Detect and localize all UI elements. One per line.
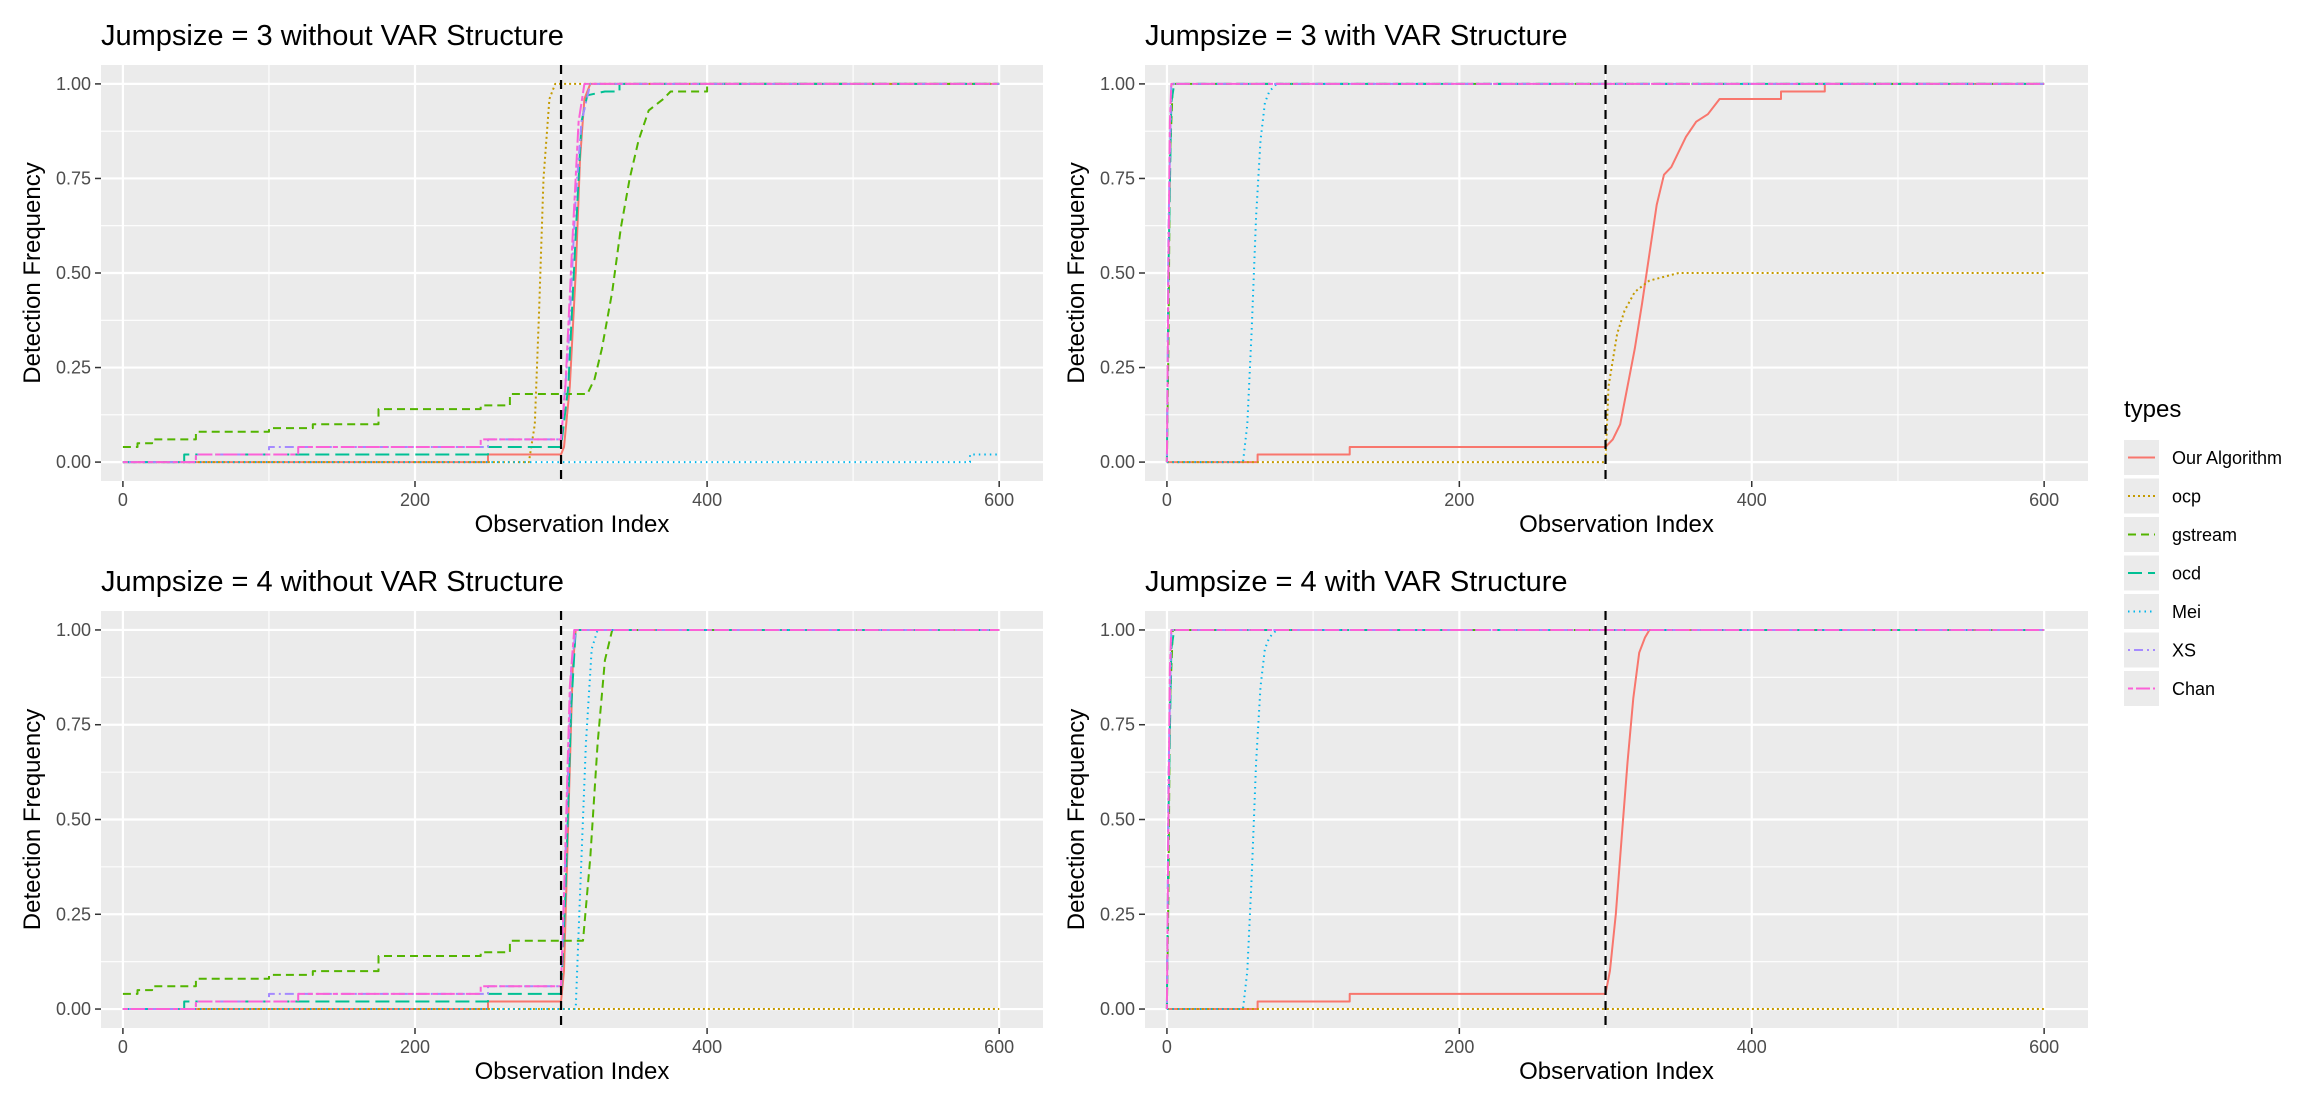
x-axis-label: Observation Index [1519,511,1714,538]
panel-title: Jumpsize = 3 with VAR Structure [1145,20,1568,52]
y-tick-label: 0.50 [56,263,91,283]
legend-keys: Our Algorithm ocp gstream ocd Mei XS Chan [2124,440,2282,706]
legend-key-background [2124,594,2159,629]
panel-jumpsize3-with-var: Jumpsize = 3 with VAR Structure 0.00 0.25… [1063,20,2088,538]
y-tick-label: 0.25 [1100,904,1135,924]
y-tick-label: 0.25 [56,358,91,378]
legend-label: ocd [2172,564,2201,584]
series-layer [1165,82,2045,464]
series-line-our-algorithm [1166,82,2045,464]
x-axis-ticks: 0 200 400 600 [118,481,1014,510]
y-tick-label: 0.75 [56,715,91,735]
x-axis-ticks: 0 200 400 600 [1162,481,2059,510]
series-line-ocp [1166,272,2045,464]
series-line-chan [1165,629,2045,1010]
x-tick-label: 400 [1737,1037,1767,1057]
x-axis-label: Observation Index [475,511,670,538]
y-tick-label: 0.00 [1100,452,1135,472]
y-axis-label: Detection Frequency [19,709,46,930]
legend-label: ocp [2172,487,2201,507]
y-tick-label: 0.50 [1100,263,1135,283]
legend-label: Our Algorithm [2172,448,2282,468]
y-axis-ticks: 0.00 0.25 0.50 0.75 1.00 [56,74,101,472]
x-axis-label: Observation Index [1519,1058,1714,1085]
legend-label: XS [2172,641,2196,661]
x-tick-label: 200 [400,490,430,510]
y-axis-label: Detection Frequency [19,162,46,383]
y-tick-label: 0.25 [56,904,91,924]
y-tick-label: 1.00 [56,620,91,640]
legend-title: types [2124,396,2181,423]
y-axis-ticks: 0.00 0.25 0.50 0.75 1.00 [1100,620,1145,1019]
x-tick-label: 0 [1162,490,1172,510]
y-tick-label: 0.75 [56,168,91,188]
panel-jumpsize4-without-var: Jumpsize = 4 without VAR Structure 0.000… [19,566,1043,1085]
legend-label: Mei [2172,602,2201,622]
y-axis-label: Detection Frequency [1063,709,1090,930]
series-line-ocd [122,629,1000,1010]
series-line-our-algorithm [1166,629,2045,1010]
y-tick-label: 0.25 [1100,358,1135,378]
x-axis-label: Observation Index [475,1058,670,1085]
legend: types Our Algorithm ocp gstream ocd Mei XS Cha… [2124,396,2282,706]
panel-jumpsize4-with-var: Jumpsize = 4 with VAR Structure 0.00 0.25… [1063,566,2088,1085]
y-tick-label: 0.00 [56,999,91,1019]
legend-label: gstream [2172,525,2237,545]
x-tick-label: 0 [118,490,128,510]
x-axis-ticks: 0 200 400 600 [1162,1028,2059,1057]
y-tick-label: 0.75 [1100,168,1135,188]
series-line-our-algorithm [122,82,1000,464]
x-tick-label: 0 [118,1037,128,1057]
series-line-mei [122,453,1000,464]
series-line-gstream [122,629,1000,995]
y-tick-label: 0.75 [1100,715,1135,735]
series-line-chan [122,629,1000,1010]
x-tick-label: 200 [1444,1037,1474,1057]
x-tick-label: 600 [984,1037,1014,1057]
series-line-gstream [122,82,1000,448]
x-tick-label: 400 [692,1037,722,1057]
y-tick-label: 1.00 [1100,74,1135,94]
x-axis-ticks: 0 200 400 600 [118,1028,1014,1057]
x-tick-label: 0 [1162,1037,1172,1057]
gridlines [1145,65,2088,481]
legend-label: Chan [2172,679,2215,699]
series-line-chan [1165,82,2045,463]
y-axis-ticks: 0.00 0.25 0.50 0.75 1.00 [56,620,101,1019]
x-tick-label: 200 [1444,490,1474,510]
series-layer [122,82,1000,464]
series-layer [122,629,1000,1010]
series-line-chan [122,82,1000,464]
y-tick-label: 0.00 [1100,999,1135,1019]
y-axis-ticks: 0.00 0.25 0.50 0.75 1.00 [1100,74,1145,472]
panel-jumpsize3-without-var: Jumpsize = 3 without VAR Structure 0.000… [19,20,1043,538]
y-tick-label: 1.00 [56,74,91,94]
x-tick-label: 200 [400,1037,430,1057]
y-tick-label: 0.00 [56,452,91,472]
x-tick-label: 400 [692,490,722,510]
y-tick-label: 1.00 [1100,620,1135,640]
y-tick-label: 0.50 [1100,810,1135,830]
x-tick-label: 400 [1737,490,1767,510]
y-axis-label: Detection Frequency [1063,162,1090,383]
panel-title: Jumpsize = 4 with VAR Structure [1145,566,1568,598]
panel-title: Jumpsize = 4 without VAR Structure [101,566,564,598]
series-layer [1165,629,2045,1010]
y-tick-label: 0.50 [56,810,91,830]
x-tick-label: 600 [2029,490,2059,510]
series-line-ocd [122,82,1000,464]
x-tick-label: 600 [984,490,1014,510]
x-tick-label: 600 [2029,1037,2059,1057]
panel-title: Jumpsize = 3 without VAR Structure [101,20,564,52]
